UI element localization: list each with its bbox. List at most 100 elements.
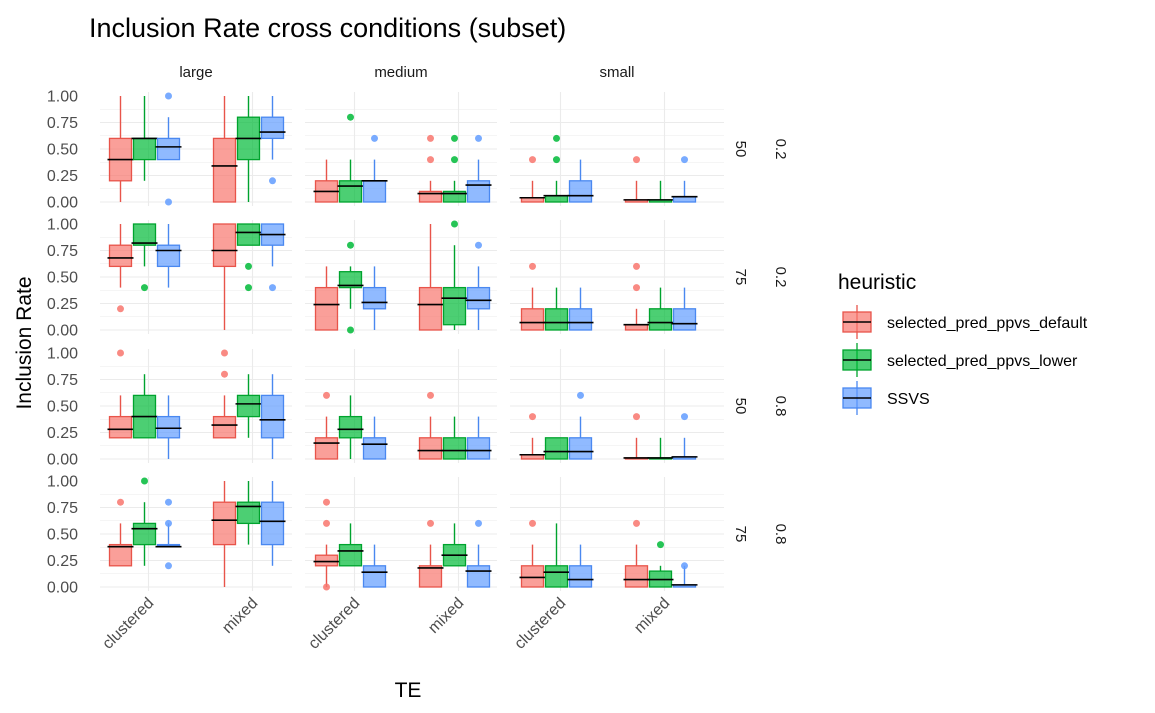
box	[418, 565, 443, 588]
boxplot-large-mixed-1	[235, 96, 262, 202]
outlier-point	[245, 262, 252, 270]
outlier-point	[529, 262, 536, 270]
y-axis-label: Inclusion Rate	[13, 276, 36, 409]
outlier-point	[451, 156, 458, 164]
boxplot-small-clustered-2	[567, 391, 594, 460]
boxplot-large-clustered-0	[107, 498, 134, 567]
boxplot-small-mixed-0	[623, 262, 650, 331]
y-tick-label: 1.00	[47, 89, 78, 106]
strip-label-rate-2: 0.8	[772, 396, 789, 417]
y-tick-label: 0.75	[47, 115, 78, 132]
outlier-point	[165, 198, 172, 206]
box	[338, 415, 363, 439]
y-tick-label: 0.00	[47, 195, 78, 212]
box	[108, 415, 133, 439]
boxplot-large-clustered-1	[131, 477, 158, 566]
box	[648, 308, 673, 331]
boxplot-small-mixed-1	[647, 287, 674, 331]
boxplot-small-clustered-1	[543, 437, 570, 460]
box	[338, 180, 363, 203]
box	[466, 180, 491, 203]
outlier-point	[221, 370, 228, 378]
box	[466, 565, 491, 588]
y-tick-label: 0.50	[47, 399, 78, 416]
boxplot-small-clustered-1	[543, 134, 570, 203]
outlier-point	[427, 156, 434, 164]
strip-label-te-1: 75	[732, 269, 749, 286]
outlier-point	[165, 498, 172, 506]
boxplot-large-clustered-2	[155, 395, 182, 459]
box	[236, 223, 261, 246]
boxplot-small-mixed-2	[671, 287, 698, 331]
outlier-point	[633, 284, 640, 292]
boxplot-medium-clustered-1	[337, 113, 364, 203]
boxplot-small-clustered-1	[543, 523, 570, 588]
box	[212, 223, 237, 268]
y-tick-label: 0.75	[47, 372, 78, 389]
box	[212, 137, 237, 203]
boxplot-small-mixed-2	[671, 562, 698, 588]
boxplot-small-mixed-0	[623, 413, 650, 460]
boxplot-large-mixed-0	[211, 96, 238, 203]
box	[568, 180, 593, 203]
boxplot-medium-clustered-2	[361, 266, 388, 330]
strip-label-rate-0: 0.2	[772, 139, 789, 160]
outlier-point	[165, 519, 172, 527]
boxplot-medium-mixed-2	[465, 134, 492, 203]
boxplot-small-clustered-0	[519, 413, 546, 460]
outlier-point	[553, 156, 560, 164]
box	[260, 394, 285, 439]
box	[520, 308, 545, 331]
boxplot-large-mixed-1	[235, 374, 262, 438]
outlier-point	[323, 519, 330, 527]
boxplot-medium-mixed-2	[465, 241, 492, 330]
outlier-point	[347, 326, 354, 334]
box	[520, 565, 545, 588]
box	[624, 565, 649, 588]
outlier-point	[633, 413, 640, 421]
boxplot-small-clustered-2	[567, 287, 594, 331]
strip-label-te-3: 75	[732, 526, 749, 543]
boxplot-large-mixed-2	[259, 223, 286, 292]
outlier-point	[633, 519, 640, 527]
outlier-point	[633, 156, 640, 164]
boxplot-large-mixed-0	[211, 481, 238, 587]
y-tick-label: 0.00	[47, 452, 78, 469]
outlier-point	[681, 156, 688, 164]
box	[236, 394, 261, 418]
y-tick-label: 0.25	[47, 168, 78, 185]
outlier-point	[323, 583, 330, 591]
box	[260, 116, 285, 140]
y-tick-label: 0.75	[47, 500, 78, 517]
box	[212, 501, 237, 546]
box	[362, 286, 387, 310]
boxplot-small-clustered-2	[567, 544, 594, 588]
outlier-point	[553, 134, 560, 142]
boxplot-small-clustered-0	[519, 156, 546, 203]
outlier-point	[269, 284, 276, 292]
outlier-point	[529, 156, 536, 164]
panel-grid: large medium small 50 0.2 75 0.2 50 0.8 75 0.8 0.00…	[47, 64, 789, 653]
legend-item-2: SSVS	[842, 381, 930, 415]
x-tick-label-clustered: clustered	[99, 595, 157, 653]
outlier-point	[371, 134, 378, 142]
outlier-point	[529, 413, 536, 421]
outlier-point	[347, 113, 354, 121]
box	[212, 415, 237, 439]
box	[362, 565, 387, 588]
box	[544, 308, 569, 331]
boxplot-large-clustered-0	[107, 349, 134, 439]
box	[338, 271, 363, 289]
y-tick-label: 1.00	[47, 474, 78, 491]
boxplot-large-clustered-2	[155, 498, 182, 570]
y-tick-label: 1.00	[47, 346, 78, 363]
strip-label-medium: medium	[374, 64, 427, 81]
box	[314, 437, 339, 460]
boxplot-medium-clustered-0	[313, 498, 340, 591]
box	[132, 137, 157, 161]
boxplot-medium-mixed-0	[417, 519, 444, 588]
y-tick-label: 0.25	[47, 425, 78, 442]
boxplot-large-mixed-2	[259, 481, 286, 566]
boxplot-small-mixed-2	[671, 413, 698, 460]
outlier-point	[681, 413, 688, 421]
